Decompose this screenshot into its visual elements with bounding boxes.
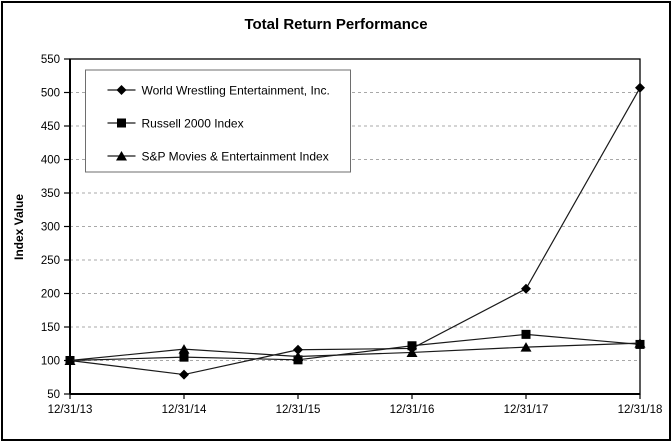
data-point-diamond — [635, 82, 645, 93]
series-line-diamond — [69, 87, 641, 376]
data-point-diamond — [293, 344, 303, 355]
data-point-square — [179, 352, 189, 362]
data-point-diamond — [179, 369, 189, 380]
y-tick-label: 50 — [47, 389, 60, 401]
data-point-square — [521, 329, 531, 339]
legend-square-icon — [117, 118, 126, 128]
x-tick-label: 12/31/15 — [276, 404, 321, 416]
data-point-square — [407, 341, 417, 351]
legend-item-label: World Wrestling Entertainment, Inc. — [142, 84, 330, 98]
y-axis-title: Index Value — [12, 194, 26, 260]
y-tick-label: 500 — [41, 88, 60, 100]
data-point-triangle — [406, 347, 418, 357]
data-point-triangle — [178, 344, 190, 354]
legend-item-label: Russell 2000 Index — [142, 117, 244, 131]
data-point-triangle — [292, 351, 304, 361]
x-tick-label: 12/31/13 — [48, 404, 93, 416]
x-tick-label: 12/31/14 — [162, 404, 207, 416]
series-line-square — [69, 333, 641, 362]
legend-diamond-icon — [116, 85, 127, 95]
y-tick-label: 400 — [41, 155, 60, 167]
y-tick-label: 200 — [41, 289, 60, 301]
y-tick-label: 150 — [41, 322, 60, 334]
data-point-triangle — [64, 355, 76, 365]
x-tick-label: 12/31/16 — [390, 404, 435, 416]
legend-item-label: S&P Movies & Entertainment Index — [142, 150, 329, 164]
y-tick-label: 450 — [41, 121, 60, 133]
y-tick-label: 350 — [41, 188, 60, 200]
chart-canvas: 50 100 150 200 250 300 350 400 450 500 550 12/31/13… — [12, 54, 663, 416]
data-point-diamond — [521, 283, 531, 294]
x-tick-label: 12/31/17 — [504, 404, 549, 416]
legend-box — [85, 69, 351, 173]
data-point-triangle — [520, 342, 532, 352]
y-tick-label: 300 — [41, 222, 60, 234]
data-point-triangle — [634, 338, 646, 348]
y-tick-label: 250 — [41, 255, 60, 267]
legend-triangle-icon — [116, 151, 127, 161]
y-tick-label: 550 — [41, 54, 60, 66]
chart-title: Total Return Performance — [244, 16, 428, 33]
series-line-triangle — [69, 342, 641, 362]
x-tick-label: 12/31/18 — [618, 404, 663, 416]
y-tick-label: 100 — [41, 356, 60, 368]
